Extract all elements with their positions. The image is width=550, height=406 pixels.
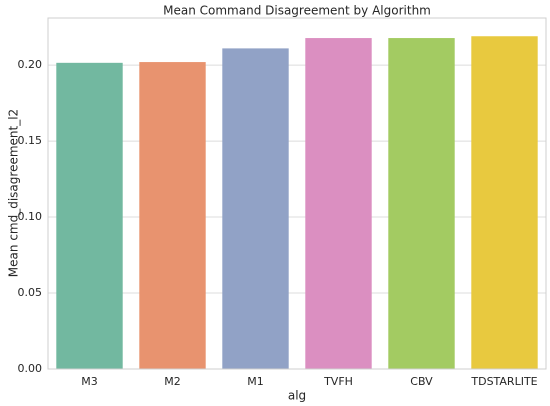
chart-title: Mean Command Disagreement by Algorithm	[163, 4, 431, 18]
y-tick-label: 0.10	[18, 210, 43, 223]
plot-frame	[47, 17, 547, 370]
x-tick-label: M3	[81, 375, 98, 388]
y-tick-label: 0.15	[18, 134, 43, 147]
y-axis-label: Mean cmd_disagreement_l2	[7, 109, 21, 277]
bar	[56, 62, 123, 369]
y-tick-label: 0.05	[18, 286, 43, 299]
x-tick-label: TDSTARLITE	[470, 375, 537, 388]
x-tick-label: M2	[164, 375, 181, 388]
x-tick-label: CBV	[410, 375, 433, 388]
bar	[139, 62, 206, 369]
y-tick-label: 0.20	[18, 58, 43, 71]
x-tick-label: TVFH	[323, 375, 353, 388]
bar	[471, 36, 538, 369]
x-tick-label: M1	[247, 375, 264, 388]
x-axis-label: alg	[288, 389, 306, 403]
bar	[222, 48, 289, 369]
y-tick-label: 0.00	[18, 362, 43, 375]
bar	[388, 38, 455, 370]
bar	[305, 38, 372, 370]
